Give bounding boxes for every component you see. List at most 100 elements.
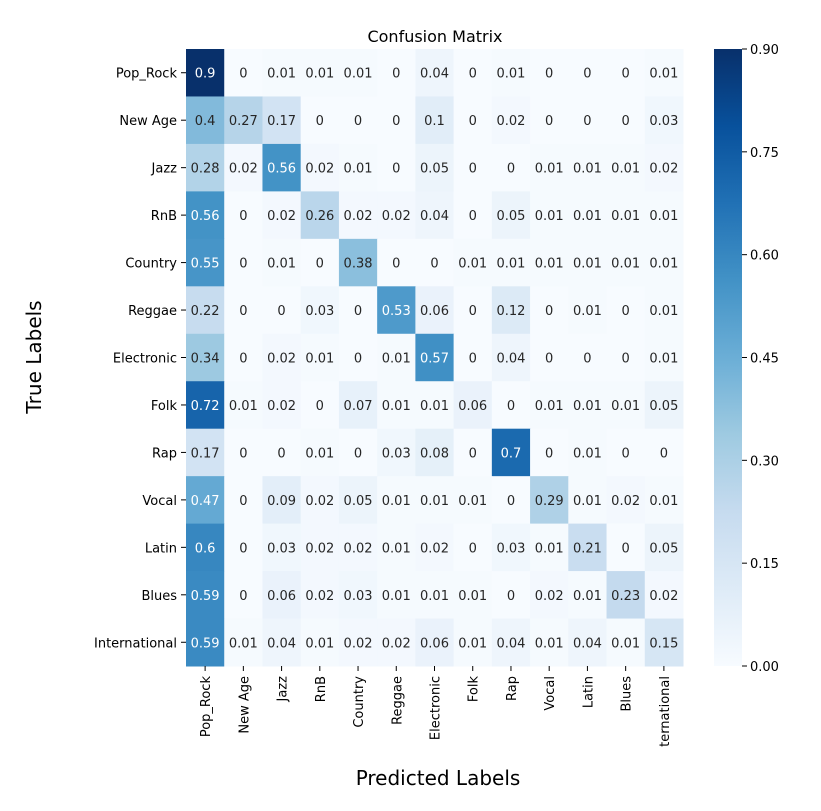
cell-value-label: 0.01 (611, 636, 640, 651)
cell-value-label: 0.6 (195, 541, 216, 556)
heatmap-cell (338, 523, 378, 572)
heatmap-cell (606, 333, 646, 382)
heatmap-cell (568, 428, 608, 477)
heatmap-cell (224, 143, 263, 192)
cell-value-label: 0.01 (420, 494, 449, 509)
cell-value-label: 0.02 (420, 541, 449, 556)
cell-value-label: 0.04 (496, 636, 525, 651)
heatmap-cell (606, 618, 646, 667)
heatmap-cell (491, 238, 531, 287)
heatmap-cell (606, 571, 646, 620)
cell-value-label: 0 (316, 399, 324, 414)
cell-value-label: 0.7 (501, 446, 522, 461)
cell-value-label: 0.29 (535, 494, 564, 509)
y-tick-label: Pop_Rock (116, 67, 178, 82)
cell-value-label: 0.05 (344, 494, 373, 509)
heatmap-cell (186, 428, 225, 477)
cell-value-label: 0 (469, 352, 477, 367)
heatmap-cell (491, 381, 531, 430)
heatmap-cell (262, 143, 302, 192)
heatmap-cell (606, 96, 646, 145)
cell-value-label: 0.56 (267, 162, 296, 177)
heatmap-cell (338, 49, 378, 97)
cell-value-label: 0.02 (305, 162, 334, 177)
heatmap-cell (568, 618, 608, 667)
heatmap-cell (568, 286, 608, 335)
cell-value-label: 0 (622, 114, 630, 129)
cell-value-label: 0.03 (496, 541, 525, 556)
heatmap-cell (224, 523, 263, 572)
cell-value-label: 0 (239, 589, 247, 604)
heatmap-cell (415, 381, 455, 430)
cell-value-label: 0.06 (420, 636, 449, 651)
cell-value-label: 0 (239, 541, 247, 556)
heatmap-cell (453, 49, 493, 97)
heatmap-cell (568, 571, 608, 620)
cell-value-label: 0 (660, 446, 668, 461)
cell-value-label: 0.02 (344, 209, 373, 224)
heatmap-cell (530, 381, 569, 430)
heatmap-cell (530, 571, 569, 620)
cell-value-label: 0.02 (496, 114, 525, 129)
y-axis-ticks: Pop_Rock New Age Jazz RnB Country Reggae Elect… (94, 67, 186, 651)
cell-value-label: 0.38 (344, 257, 373, 272)
heatmap-cells (186, 49, 684, 667)
cell-value-label: 0.01 (649, 257, 678, 272)
heatmap-cell (644, 428, 684, 477)
cell-value-label: 0.04 (420, 209, 449, 224)
heatmap-cell (568, 381, 608, 430)
cell-value-label: 0.01 (649, 209, 678, 224)
cell-value-label: 0.01 (229, 399, 258, 414)
cell-value-label: 0.01 (420, 399, 449, 414)
cell-value-label: 0.56 (191, 209, 220, 224)
heatmap-cell (606, 191, 646, 240)
heatmap-cell (262, 333, 302, 382)
heatmap-cell (606, 238, 646, 287)
cell-value-label: 0.03 (305, 304, 334, 319)
x-tick-label: Rap (505, 676, 520, 701)
colorbar (714, 49, 742, 666)
heatmap-cell (491, 49, 531, 97)
x-axis-label: Predicted Labels (356, 766, 521, 790)
cell-value-labels: 0.9 0 0.01 0.01 0.01 0 0.04 0 0.01 0 0 0 0.01 0.4 0.27… (191, 67, 679, 652)
cell-value-label: 0.01 (496, 257, 525, 272)
heatmap-cell (568, 333, 608, 382)
heatmap-cell (338, 286, 378, 335)
cell-value-label: 0 (622, 352, 630, 367)
heatmap-cell (186, 618, 225, 667)
y-tick-label: Latin (145, 541, 177, 556)
cell-value-label: 0 (316, 114, 324, 129)
y-tick-label: Electronic (113, 352, 177, 367)
colorbar-tick-label: 0.30 (750, 454, 779, 469)
heatmap-cell (530, 476, 569, 525)
colorbar-tick-label: 0.90 (750, 43, 779, 58)
cell-value-label: 0.08 (420, 446, 449, 461)
cell-value-label: 0.59 (191, 636, 220, 651)
cell-value-label: 0.01 (649, 352, 678, 367)
cell-value-label: 0 (507, 399, 515, 414)
cell-value-label: 0 (469, 304, 477, 319)
cell-value-label: 0 (277, 446, 285, 461)
cell-value-label: 0.02 (305, 494, 334, 509)
x-tick-label: Latin (581, 676, 596, 708)
heatmap-cell (606, 143, 646, 192)
heatmap-cell (453, 381, 493, 430)
heatmap-cell (224, 618, 263, 667)
y-tick-label: International (94, 636, 177, 651)
cell-value-label: 0.01 (573, 399, 602, 414)
heatmap-cell (453, 238, 493, 287)
heatmap-cell (491, 571, 531, 620)
heatmap-cell (377, 49, 416, 97)
cell-value-label: 0.01 (344, 67, 373, 82)
heatmap-cell (568, 238, 608, 287)
heatmap-cell (262, 428, 302, 477)
cell-value-label: 0.01 (535, 257, 564, 272)
heatmap-cell (262, 286, 302, 335)
cell-value-label: 0.04 (573, 636, 602, 651)
cell-value-label: 0.01 (611, 257, 640, 272)
heatmap-cell (606, 428, 646, 477)
heatmap-cell (491, 143, 531, 192)
cell-value-label: 0 (392, 114, 400, 129)
cell-value-label: 0.01 (649, 494, 678, 509)
heatmap-cell (491, 191, 531, 240)
